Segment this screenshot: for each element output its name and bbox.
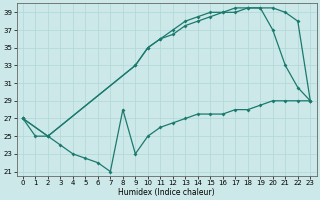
X-axis label: Humidex (Indice chaleur): Humidex (Indice chaleur) bbox=[118, 188, 215, 197]
